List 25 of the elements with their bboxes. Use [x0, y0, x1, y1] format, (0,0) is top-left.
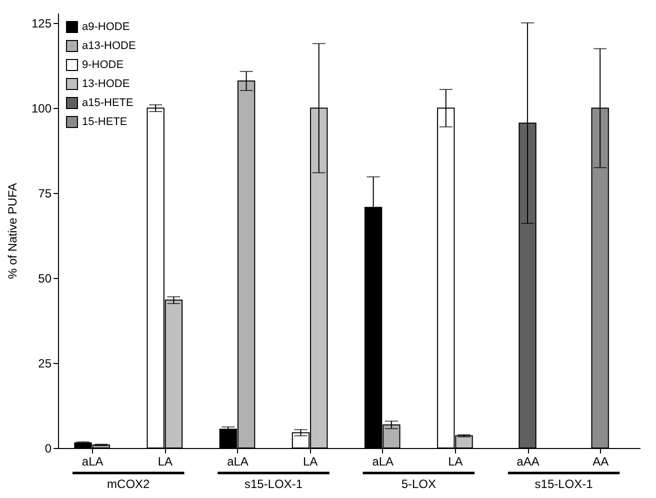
- y-tick-label: 125: [31, 16, 52, 31]
- x-tick-label: aAA: [516, 454, 540, 468]
- text: 5-LOX: [401, 477, 436, 491]
- legend-label: a9-HODE: [82, 21, 130, 33]
- x-tick-label: AA: [592, 454, 609, 468]
- y-tick-label: 25: [38, 356, 52, 371]
- x-tick-label: aLA: [227, 454, 248, 468]
- x-tick-label: LA: [302, 454, 318, 468]
- legend-label: a13-HODE: [82, 40, 136, 52]
- y-tick-label: 100: [31, 102, 52, 116]
- y-axis-title: % of Native PUFA: [5, 182, 20, 280]
- x-tick-label: aLA: [82, 454, 104, 468]
- legend-label: 13-HODE: [82, 78, 130, 90]
- x-tick-label: LA: [448, 454, 463, 468]
- y-tick-label: 0: [44, 442, 52, 456]
- x-tick-label: LA: [158, 454, 173, 468]
- legend-label: 15-HETE: [82, 116, 128, 128]
- x-tick-label: aLA: [372, 454, 394, 468]
- text: s15-LOX-1: [244, 477, 303, 491]
- text: mCOX2: [107, 477, 150, 491]
- text: s15-LOX-1: [534, 477, 594, 491]
- y-tick-label: 50: [38, 272, 52, 286]
- legend-label: 9-HODE: [82, 59, 124, 71]
- legend-label: a15-HETE: [82, 97, 134, 109]
- y-tick-label: 75: [38, 186, 52, 201]
